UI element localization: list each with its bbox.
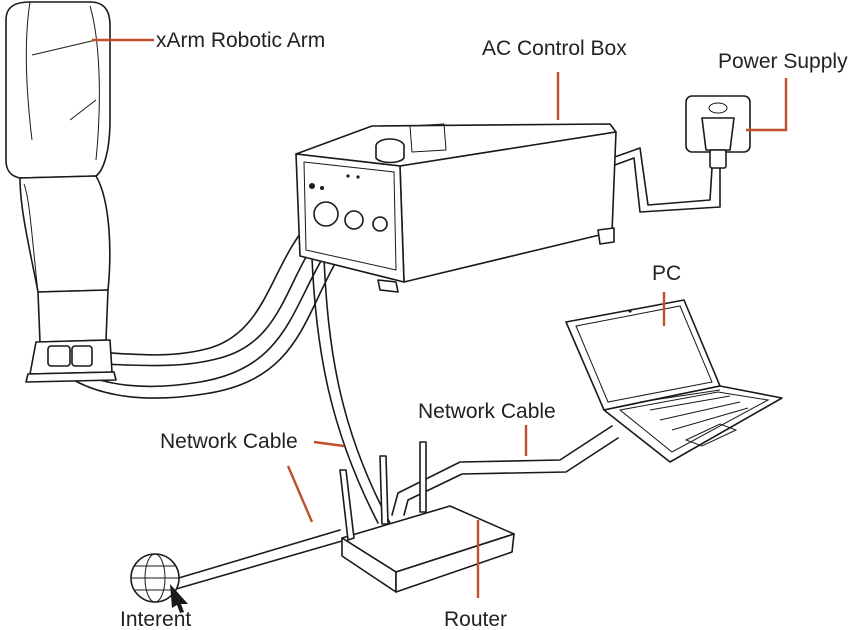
power-cable <box>611 147 721 213</box>
robot-arm-illustration <box>5 1 117 383</box>
label-network-cable-right: Network Cable <box>418 400 556 423</box>
router-illustration <box>339 441 515 593</box>
label-internet: Interent <box>120 608 191 630</box>
network-cable-controlbox <box>311 257 391 524</box>
network-cable-internet <box>171 529 343 590</box>
laptop-illustration <box>565 299 783 463</box>
globe-icon <box>130 553 188 613</box>
arm-cable-1 <box>71 214 331 367</box>
label-router: Router <box>444 608 507 630</box>
label-control-box: AC Control Box <box>482 37 627 60</box>
label-robot-arm: xArm Robotic Arm <box>156 29 325 52</box>
label-power-supply: Power Supply <box>718 50 848 73</box>
callout-lines <box>92 38 788 598</box>
label-network-cable-left: Network Cable <box>160 430 298 453</box>
power-socket-illustration <box>685 95 751 169</box>
cables <box>51 147 721 590</box>
labels: xArm Robotic Arm AC Control Box Power Su… <box>120 29 848 630</box>
control-box-illustration <box>295 123 617 293</box>
network-cable-pc <box>391 425 619 516</box>
label-pc: PC <box>652 262 681 285</box>
